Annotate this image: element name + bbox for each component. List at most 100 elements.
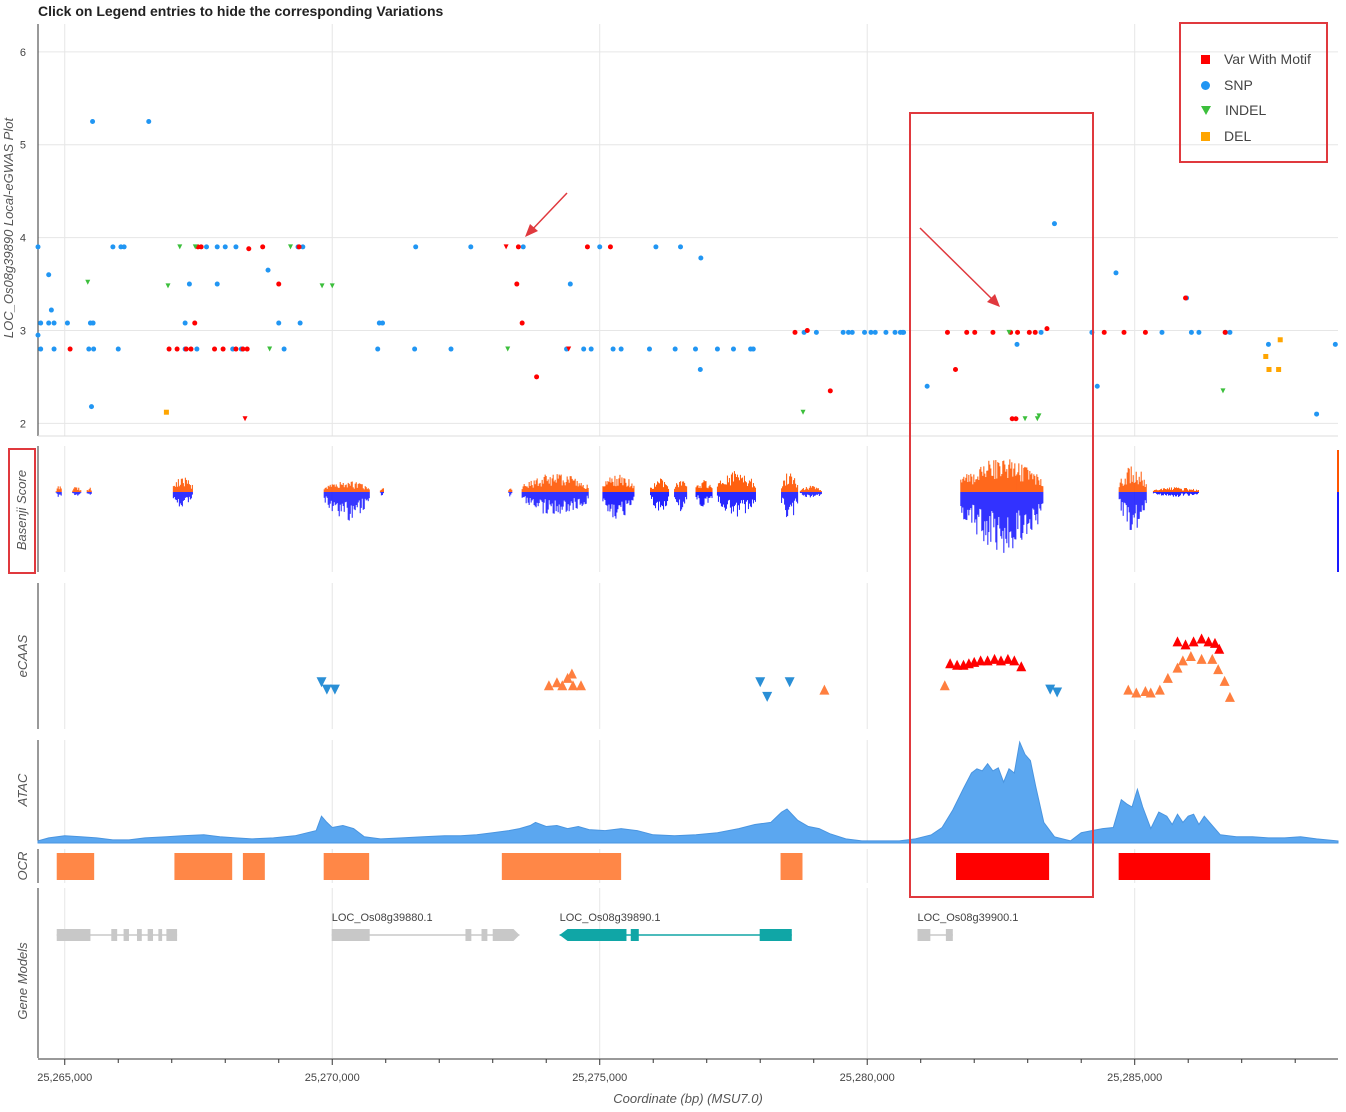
gene-name-label: LOC_Os08g39900.1 [918, 912, 1019, 924]
gwas-point [924, 383, 930, 389]
basenji-region [323, 481, 370, 521]
ecaas-triangle [543, 680, 554, 691]
gwas-point [1044, 326, 1050, 332]
gwas-point [233, 244, 239, 250]
ecaas-triangle [952, 659, 963, 670]
basenji-track [55, 450, 1339, 572]
gwas-point [534, 374, 540, 380]
gwas-point [194, 346, 200, 352]
ecaas-triangle [576, 680, 587, 691]
gwas-point [121, 244, 127, 250]
square-icon [1201, 54, 1210, 64]
ecaas-triangle [1196, 653, 1207, 664]
gwas-point [1263, 353, 1269, 359]
ecaas-triangle [316, 677, 327, 688]
gwas-point [85, 279, 91, 285]
gwas-point [296, 244, 302, 250]
ecaas-triangle [1180, 639, 1191, 650]
y-tick-label: 4 [20, 233, 26, 245]
legend-item-del[interactable]: DEL [1201, 126, 1251, 146]
gwas-point [38, 320, 44, 326]
gwas-point [48, 307, 54, 313]
ecaas-triangle [1162, 672, 1173, 683]
gene-exon [465, 929, 472, 941]
legend-label: Var With Motif [1224, 51, 1311, 67]
gwas-plot [35, 119, 1338, 422]
gwas-point [297, 320, 303, 326]
gwas-point [872, 329, 878, 335]
gwas-point [166, 346, 172, 352]
legend-label: INDEL [1225, 102, 1267, 118]
basenji-region [172, 477, 193, 507]
gene-exon [630, 929, 639, 941]
gwas-point [233, 346, 239, 352]
ecaas-triangle [1188, 636, 1199, 647]
ecaas-triangle [784, 677, 795, 688]
gwas-point [1196, 329, 1202, 335]
ecaas-triangle [1002, 653, 1013, 664]
x-tick-label: 25,265,000 [37, 1072, 92, 1084]
ecaas-triangle [939, 680, 950, 691]
gwas-point [519, 320, 525, 326]
legend-label: DEL [1224, 128, 1252, 144]
gwas-point [115, 346, 121, 352]
ocr-block [56, 853, 95, 880]
basenji-region [55, 486, 62, 497]
x-axis: 2 3 4 5 6 25,265,000 25,270,000 25,275,000 25,28… [20, 47, 1338, 1106]
gene-exon [759, 929, 792, 941]
gwas-point [597, 244, 603, 250]
gwas-point [813, 329, 819, 335]
gwas-point [260, 244, 266, 250]
ecaas-triangle [1172, 662, 1183, 673]
gwas-point [242, 416, 248, 422]
gwas-point [86, 346, 92, 352]
basenji-region [521, 474, 589, 514]
basenji-region [716, 471, 756, 517]
atac-area [37, 740, 1339, 844]
y-tick-label: 3 [20, 325, 26, 337]
annotations [8, 112, 1094, 898]
x-tick-label: 25,275,000 [572, 1072, 627, 1084]
gene-model: LOC_Os08g39880.1 [331, 912, 520, 941]
basenji-region [650, 478, 670, 511]
gwas-point [1009, 416, 1015, 422]
gene-name-label: LOC_Os08g39880.1 [332, 912, 433, 924]
gwas-point [515, 244, 521, 250]
ecaas-triangle [975, 655, 986, 666]
ecaas-triangle [1207, 653, 1218, 664]
gwas-point [1222, 329, 1228, 335]
gwas-point [581, 346, 587, 352]
gene-models-track-label: Gene Models [15, 942, 30, 1020]
gene-models-track: LOC_Os08g39880.1 LOC_Os08g39890.1 LOC_Os08… [56, 912, 1019, 941]
basenji-region [695, 480, 713, 507]
x-tick-label: 25,270,000 [305, 1072, 360, 1084]
ecaas-triangle [945, 658, 956, 669]
gwas-point [51, 320, 57, 326]
page-title: Click on Legend entries to hide the corr… [38, 3, 444, 19]
gwas-point [849, 329, 855, 335]
gwas-point [892, 329, 898, 335]
legend-item-indel[interactable]: INDEL [1201, 100, 1266, 120]
ecaas-track-label: eCAAS [15, 634, 30, 677]
gwas-point [1159, 329, 1165, 335]
gwas-point [692, 346, 698, 352]
legend-item-var-with-motif[interactable]: Var With Motif [1201, 49, 1311, 69]
region-highlight-box [909, 112, 1094, 898]
gwas-point [46, 320, 52, 326]
gwas-point [88, 404, 94, 410]
gwas-point [1022, 416, 1028, 422]
ecaas-triangle [321, 684, 332, 695]
ocr-block [323, 853, 370, 880]
gwas-point [567, 281, 573, 287]
legend-item-snp[interactable]: SNP [1201, 75, 1253, 95]
ecaas-triangle [1145, 687, 1156, 698]
gene-exon [147, 929, 154, 941]
ocr-block [780, 853, 803, 880]
ecaas-triangle [1214, 643, 1225, 654]
y-tick-label: 6 [20, 47, 26, 59]
gwas-point [182, 320, 188, 326]
gwas-point [505, 346, 511, 352]
ecaas-triangle [755, 677, 766, 688]
gwas-point [1094, 383, 1100, 389]
